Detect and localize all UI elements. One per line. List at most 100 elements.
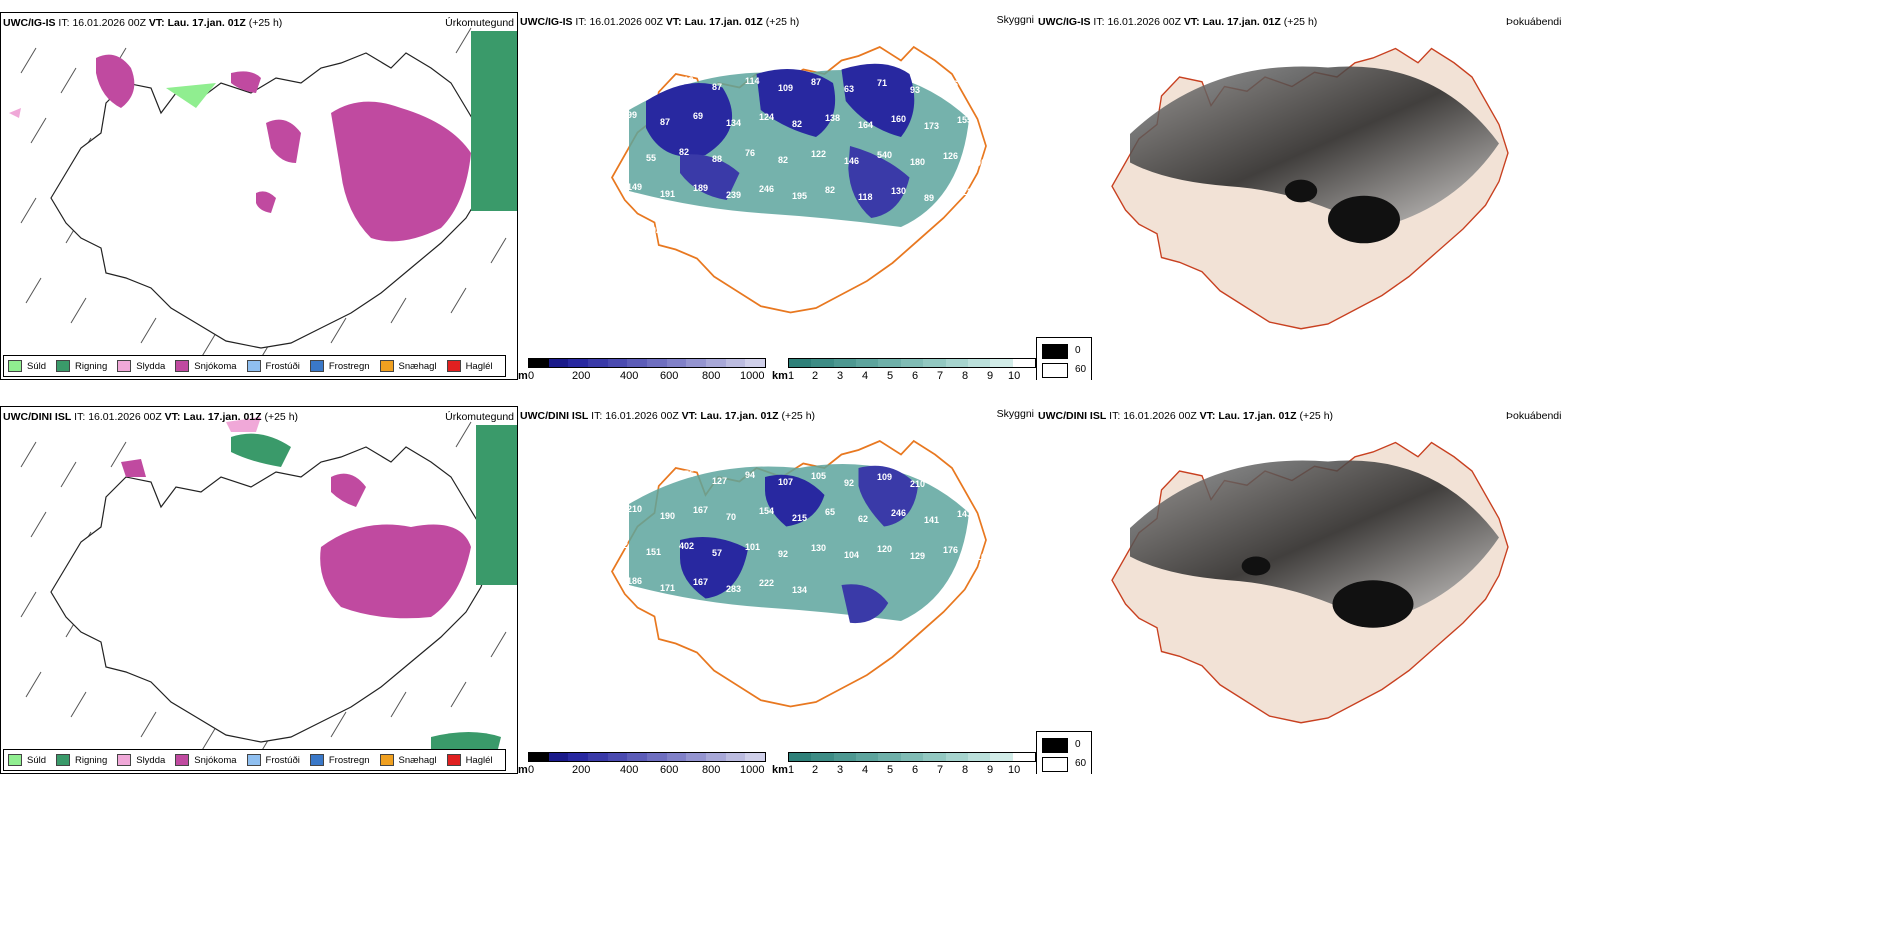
colorbar-segment — [945, 753, 968, 761]
legend-swatch — [175, 360, 190, 372]
snow-depth-label: 69 — [693, 111, 703, 121]
snow-depth-label: 120 — [877, 544, 892, 554]
legend-item: Snæhagl — [379, 754, 437, 766]
snow-depth-label: 109 — [778, 83, 793, 93]
colorbar-segment — [745, 359, 766, 367]
colorbar-tick: 3 — [837, 764, 844, 774]
snow-depth-label: 106 — [976, 552, 991, 562]
legend-swatch — [117, 360, 132, 372]
snow-depth-label: 114 — [745, 76, 760, 86]
legend-item: Slydda — [117, 754, 165, 766]
legend-item: Súld — [8, 754, 46, 766]
colorbar-tick: 1 — [788, 370, 795, 380]
legend-item: Slydda — [117, 360, 165, 372]
visibility-panel: UWC/DINI ISL IT: 16.01.2026 00Z VT: Lau.… — [518, 406, 1036, 774]
colorbar-segment — [789, 753, 812, 761]
colorbar-segment — [706, 753, 726, 761]
snow-depth-label: 176 — [943, 545, 958, 555]
snow-depth-label: 173 — [924, 121, 939, 131]
colorbar-unit: km — [772, 370, 788, 380]
visibility-panel: UWC/IG-IS IT: 16.01.2026 00Z VT: Lau. 17… — [518, 12, 1036, 380]
colorbar-unit: m — [518, 764, 528, 774]
colorbar-segment — [878, 359, 901, 367]
colorbar-tick: 6 — [912, 370, 919, 380]
colorbar-tick: 5 — [887, 764, 894, 774]
colorbar-tick: 600 — [660, 370, 679, 380]
legend-swatch — [56, 360, 71, 372]
snow-depth-label: 122 — [646, 81, 661, 91]
legend-swatch — [8, 754, 22, 766]
precip-type-legend: Súld Rigning Slydda Snjókoma Frostúði Fr… — [3, 749, 506, 771]
colorbar-segment — [548, 359, 569, 367]
colorbar-segment — [627, 753, 648, 761]
snow-depth-label: 95 — [976, 158, 986, 168]
panel-title: UWC/DINI ISL IT: 16.01.2026 00Z VT: Lau.… — [3, 411, 299, 423]
colorbar-tick: 10 — [1008, 370, 1021, 380]
snow-depth-label: 540 — [877, 150, 892, 160]
snow-depth-label: 93 — [910, 85, 920, 95]
colorbar-tick: 5 — [887, 370, 894, 380]
panel-product-label: Þokuábendi — [1506, 16, 1562, 28]
legend-swatch — [175, 754, 190, 766]
snow-depth-label: 136 — [943, 79, 958, 89]
visibility-map: 147 131 175 127 94 107 105 92 109 210 86 206 210 190 1… — [611, 440, 1000, 708]
colorbar-segment — [725, 359, 746, 367]
colorbar-segment — [588, 359, 608, 367]
snow-depth-label: 210 — [627, 504, 642, 514]
precip-type-legend: Súld Rigning Slydda Snjókoma Frostúði Fr… — [3, 355, 506, 377]
precip-map — [20, 417, 517, 759]
colorbar-segment — [789, 359, 812, 367]
snow-depth-label: 126 — [943, 151, 958, 161]
visibility-colorbar: km 1 2 3 4 5 6 7 8 9 10 — [772, 752, 1036, 774]
colorbar-segment — [568, 753, 589, 761]
snow-depth-label: 180 — [910, 157, 925, 167]
colorbar-segment — [627, 359, 648, 367]
snow-depth-label: 65 — [825, 507, 835, 517]
precip-type-panel: UWC/DINI ISL IT: 16.01.2026 00Z VT: Lau.… — [0, 406, 518, 774]
legend-item: Rigning — [56, 754, 107, 766]
colorbar-tick: 4 — [862, 764, 869, 774]
fog-legend-white-swatch — [1042, 757, 1068, 772]
colorbar-tick: 2 — [812, 370, 819, 380]
snow-depth-label: 105 — [811, 471, 826, 481]
snow-depth-label: 87 — [660, 117, 670, 127]
fog-legend-black-swatch — [1042, 344, 1068, 359]
snow-depth-label: 190 — [660, 511, 675, 521]
legend-swatch — [8, 360, 22, 372]
snow-depth-label: 92 — [778, 549, 788, 559]
visibility-colorbar: km 1 2 3 4 5 6 7 8 9 10 — [772, 358, 1036, 380]
snow-depth-label: 195 — [792, 191, 807, 201]
snow-depth-label: 127 — [712, 476, 727, 486]
snow-depth-label: 283 — [726, 584, 741, 594]
colorbar-segment — [647, 359, 667, 367]
panel-title: UWC/DINI ISL IT: 16.01.2026 00Z VT: Lau.… — [1038, 410, 1334, 422]
legend-item: Frostregn — [309, 754, 370, 766]
panel-product-label: Þokuábendi — [1506, 410, 1562, 422]
colorbar-segment — [607, 359, 628, 367]
colorbar-tick: 8 — [962, 370, 969, 380]
legend-item: Frostregn — [309, 360, 370, 372]
snow-depth-label: 164 — [858, 120, 873, 130]
legend-swatch — [117, 754, 132, 766]
legend-swatch — [309, 360, 324, 372]
snow-depth-label: 122 — [811, 149, 826, 159]
snow-depth-label: 105 — [990, 194, 1005, 204]
snow-depth-label: 88 — [712, 154, 722, 164]
colorbar-tick: 7 — [937, 764, 944, 774]
colorbar-segment — [945, 359, 968, 367]
colorbar-segment — [856, 753, 879, 761]
snow-depth-label: 149 — [627, 182, 642, 192]
colorbar-tick: 1000 — [740, 764, 765, 774]
snow-depth-label: 99 — [627, 110, 637, 120]
snow-depth-label: 222 — [759, 578, 774, 588]
snow-depth-label: 57 — [712, 548, 722, 558]
legend-item: Rigning — [56, 360, 107, 372]
snow-depth-label: 101 — [745, 542, 760, 552]
snow-depth-label: 83 — [976, 86, 986, 96]
colorbar-tick: 9 — [987, 370, 994, 380]
colorbar-tick: 1000 — [740, 370, 765, 380]
fog-legend: 0 60 — [1036, 337, 1092, 380]
snow-depth-label: 82 — [825, 185, 835, 195]
colorbar-segment — [990, 359, 1013, 367]
fog-legend-white-label: 60 — [1075, 364, 1087, 375]
